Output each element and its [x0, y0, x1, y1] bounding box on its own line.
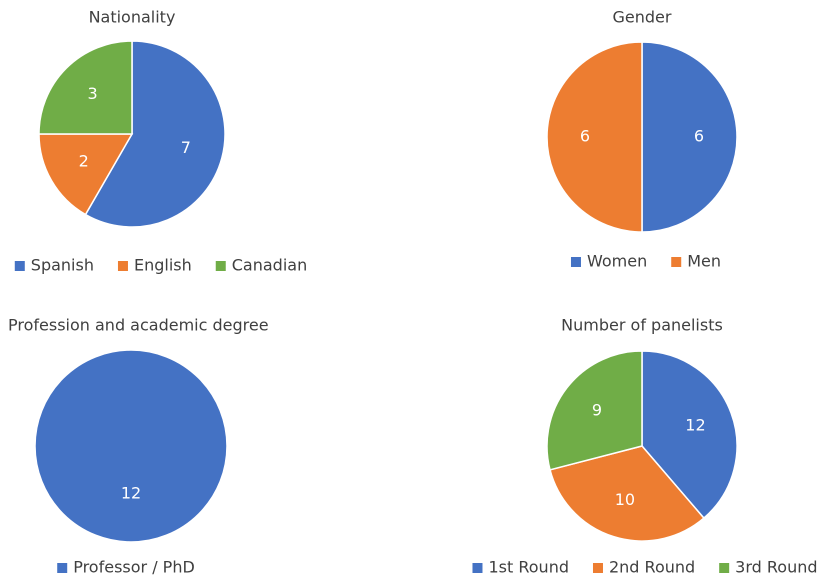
chart-title: Number of panelists — [561, 316, 723, 335]
legend-swatch — [57, 563, 68, 573]
legend-swatch — [215, 261, 226, 271]
legend-label: Spanish — [31, 256, 94, 275]
data-label: 3 — [87, 84, 97, 103]
chart-title: Gender — [613, 8, 672, 27]
pie-chart: Gender 6 6 Women Men — [546, 8, 738, 271]
legend: Spanish English Canadian — [14, 256, 307, 275]
legend-label: Canadian — [232, 256, 307, 275]
pie-slice — [546, 41, 643, 233]
legend: 1st Round 2nd Round 3rd Round — [472, 558, 818, 577]
pie-slice — [34, 349, 228, 543]
pie-slice — [641, 350, 738, 520]
pie-chart: Number of panelists 12 10 9 1st Round 2nd Rou… — [472, 316, 818, 577]
legend-label: English — [134, 256, 192, 275]
data-label: 2 — [79, 151, 89, 170]
chart-title: Nationality — [89, 8, 176, 27]
chart-title: Profession and academic degree — [8, 316, 269, 335]
data-label: 7 — [181, 138, 191, 157]
legend-swatch — [117, 261, 128, 271]
legend: Professor / PhD — [57, 558, 195, 577]
data-label: 12 — [121, 484, 141, 503]
pie-chart: Nationality 7 2 3 Spanish English Canadian — [14, 8, 307, 275]
legend-label: Men — [687, 252, 721, 271]
legend-label: 3rd Round — [735, 558, 817, 577]
pie-slice — [38, 133, 134, 216]
pie-slice — [549, 445, 705, 542]
legend-swatch — [592, 563, 603, 573]
legend-swatch — [472, 563, 483, 573]
pie-slice — [546, 350, 643, 471]
legend-label: Women — [587, 252, 647, 271]
pie-slice — [38, 40, 133, 135]
legend-swatch — [719, 563, 730, 573]
pie-slice — [84, 40, 226, 228]
legend-label: 2nd Round — [609, 558, 695, 577]
pie-chart: Profession and academic degree 12 Professo… — [8, 316, 269, 577]
data-label: 10 — [615, 490, 635, 509]
legend: Women Men — [570, 252, 721, 271]
legend-swatch — [671, 257, 682, 267]
legend-label: 1st Round — [488, 558, 569, 577]
legend-swatch — [570, 257, 581, 267]
data-label: 9 — [592, 401, 602, 420]
legend-label: Professor / PhD — [73, 558, 195, 577]
pie-slice — [641, 41, 738, 233]
data-label: 12 — [685, 416, 705, 435]
data-label: 6 — [694, 127, 704, 146]
data-label: 6 — [580, 127, 590, 146]
legend-swatch — [14, 261, 25, 271]
